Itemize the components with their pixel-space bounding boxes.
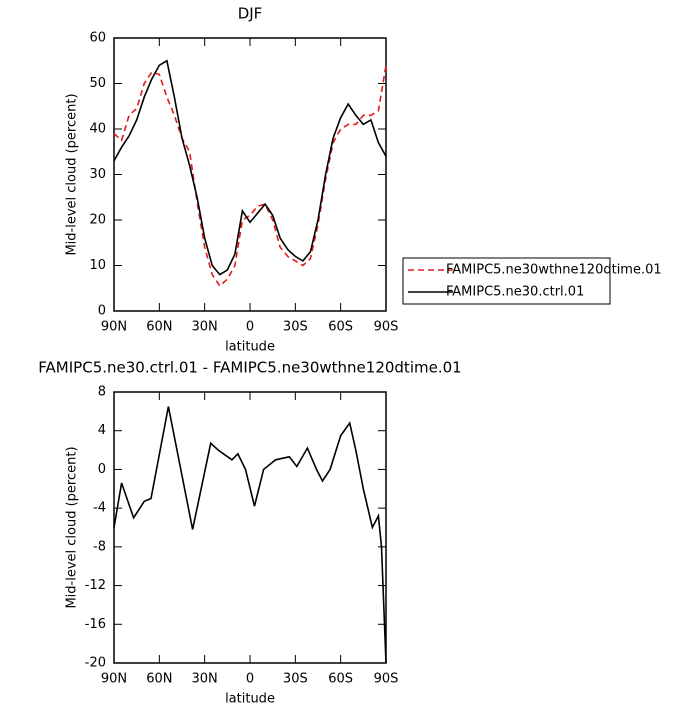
x-tick-label: 60S xyxy=(328,672,353,687)
x-tick-label: 30N xyxy=(192,320,218,335)
legend-label: FAMIPC5.ne30wthne120dtime.01 xyxy=(446,263,662,278)
x-tick-label: 30S xyxy=(283,320,308,335)
series-line xyxy=(113,406,387,664)
chart-title: FAMIPC5.ne30.ctrl.01 - FAMIPC5.ne30wthne… xyxy=(38,359,461,377)
y-tick-label: -12 xyxy=(85,578,106,593)
y-tick-label: -20 xyxy=(85,656,106,671)
y-tick-label: 40 xyxy=(89,122,106,137)
x-axis-label: latitude xyxy=(225,340,275,355)
y-tick-label: 60 xyxy=(89,31,106,46)
x-tick-label: 90N xyxy=(101,320,127,335)
x-tick-label: 90S xyxy=(374,320,399,335)
legend-box xyxy=(402,257,611,305)
y-axis-label: Mid-level cloud (percent) xyxy=(65,446,80,608)
y-tick-label: 0 xyxy=(98,462,106,477)
x-tick-label: 60N xyxy=(146,320,172,335)
x-tick-label: 30N xyxy=(192,672,218,687)
x-tick-label: 60S xyxy=(328,320,353,335)
x-tick-label: 0 xyxy=(246,672,254,687)
y-axis-label: Mid-level cloud (percent) xyxy=(65,93,80,255)
x-tick-label: 60N xyxy=(146,672,172,687)
series-line xyxy=(113,65,387,288)
y-tick-label: 0 xyxy=(98,304,106,319)
plot-frame xyxy=(113,391,387,664)
x-tick-label: 30S xyxy=(283,672,308,687)
y-tick-label: 10 xyxy=(89,258,106,273)
chart-title: DJF xyxy=(238,5,263,23)
x-tick-label: 0 xyxy=(246,320,254,335)
y-tick-label: 50 xyxy=(89,76,106,91)
plot-frame xyxy=(113,37,387,312)
y-tick-label: 4 xyxy=(98,423,106,438)
y-tick-label: 20 xyxy=(89,213,106,228)
y-tick-label: -8 xyxy=(93,539,106,554)
y-tick-label: -4 xyxy=(93,501,106,516)
y-tick-label: 8 xyxy=(98,385,106,400)
series-line xyxy=(113,59,387,276)
y-tick-label: -16 xyxy=(85,617,106,632)
x-axis-label: latitude xyxy=(225,692,275,707)
y-tick-label: 30 xyxy=(89,167,106,182)
x-tick-label: 90N xyxy=(101,672,127,687)
legend-label: FAMIPC5.ne30.ctrl.01 xyxy=(446,285,584,300)
x-tick-label: 90S xyxy=(374,672,399,687)
